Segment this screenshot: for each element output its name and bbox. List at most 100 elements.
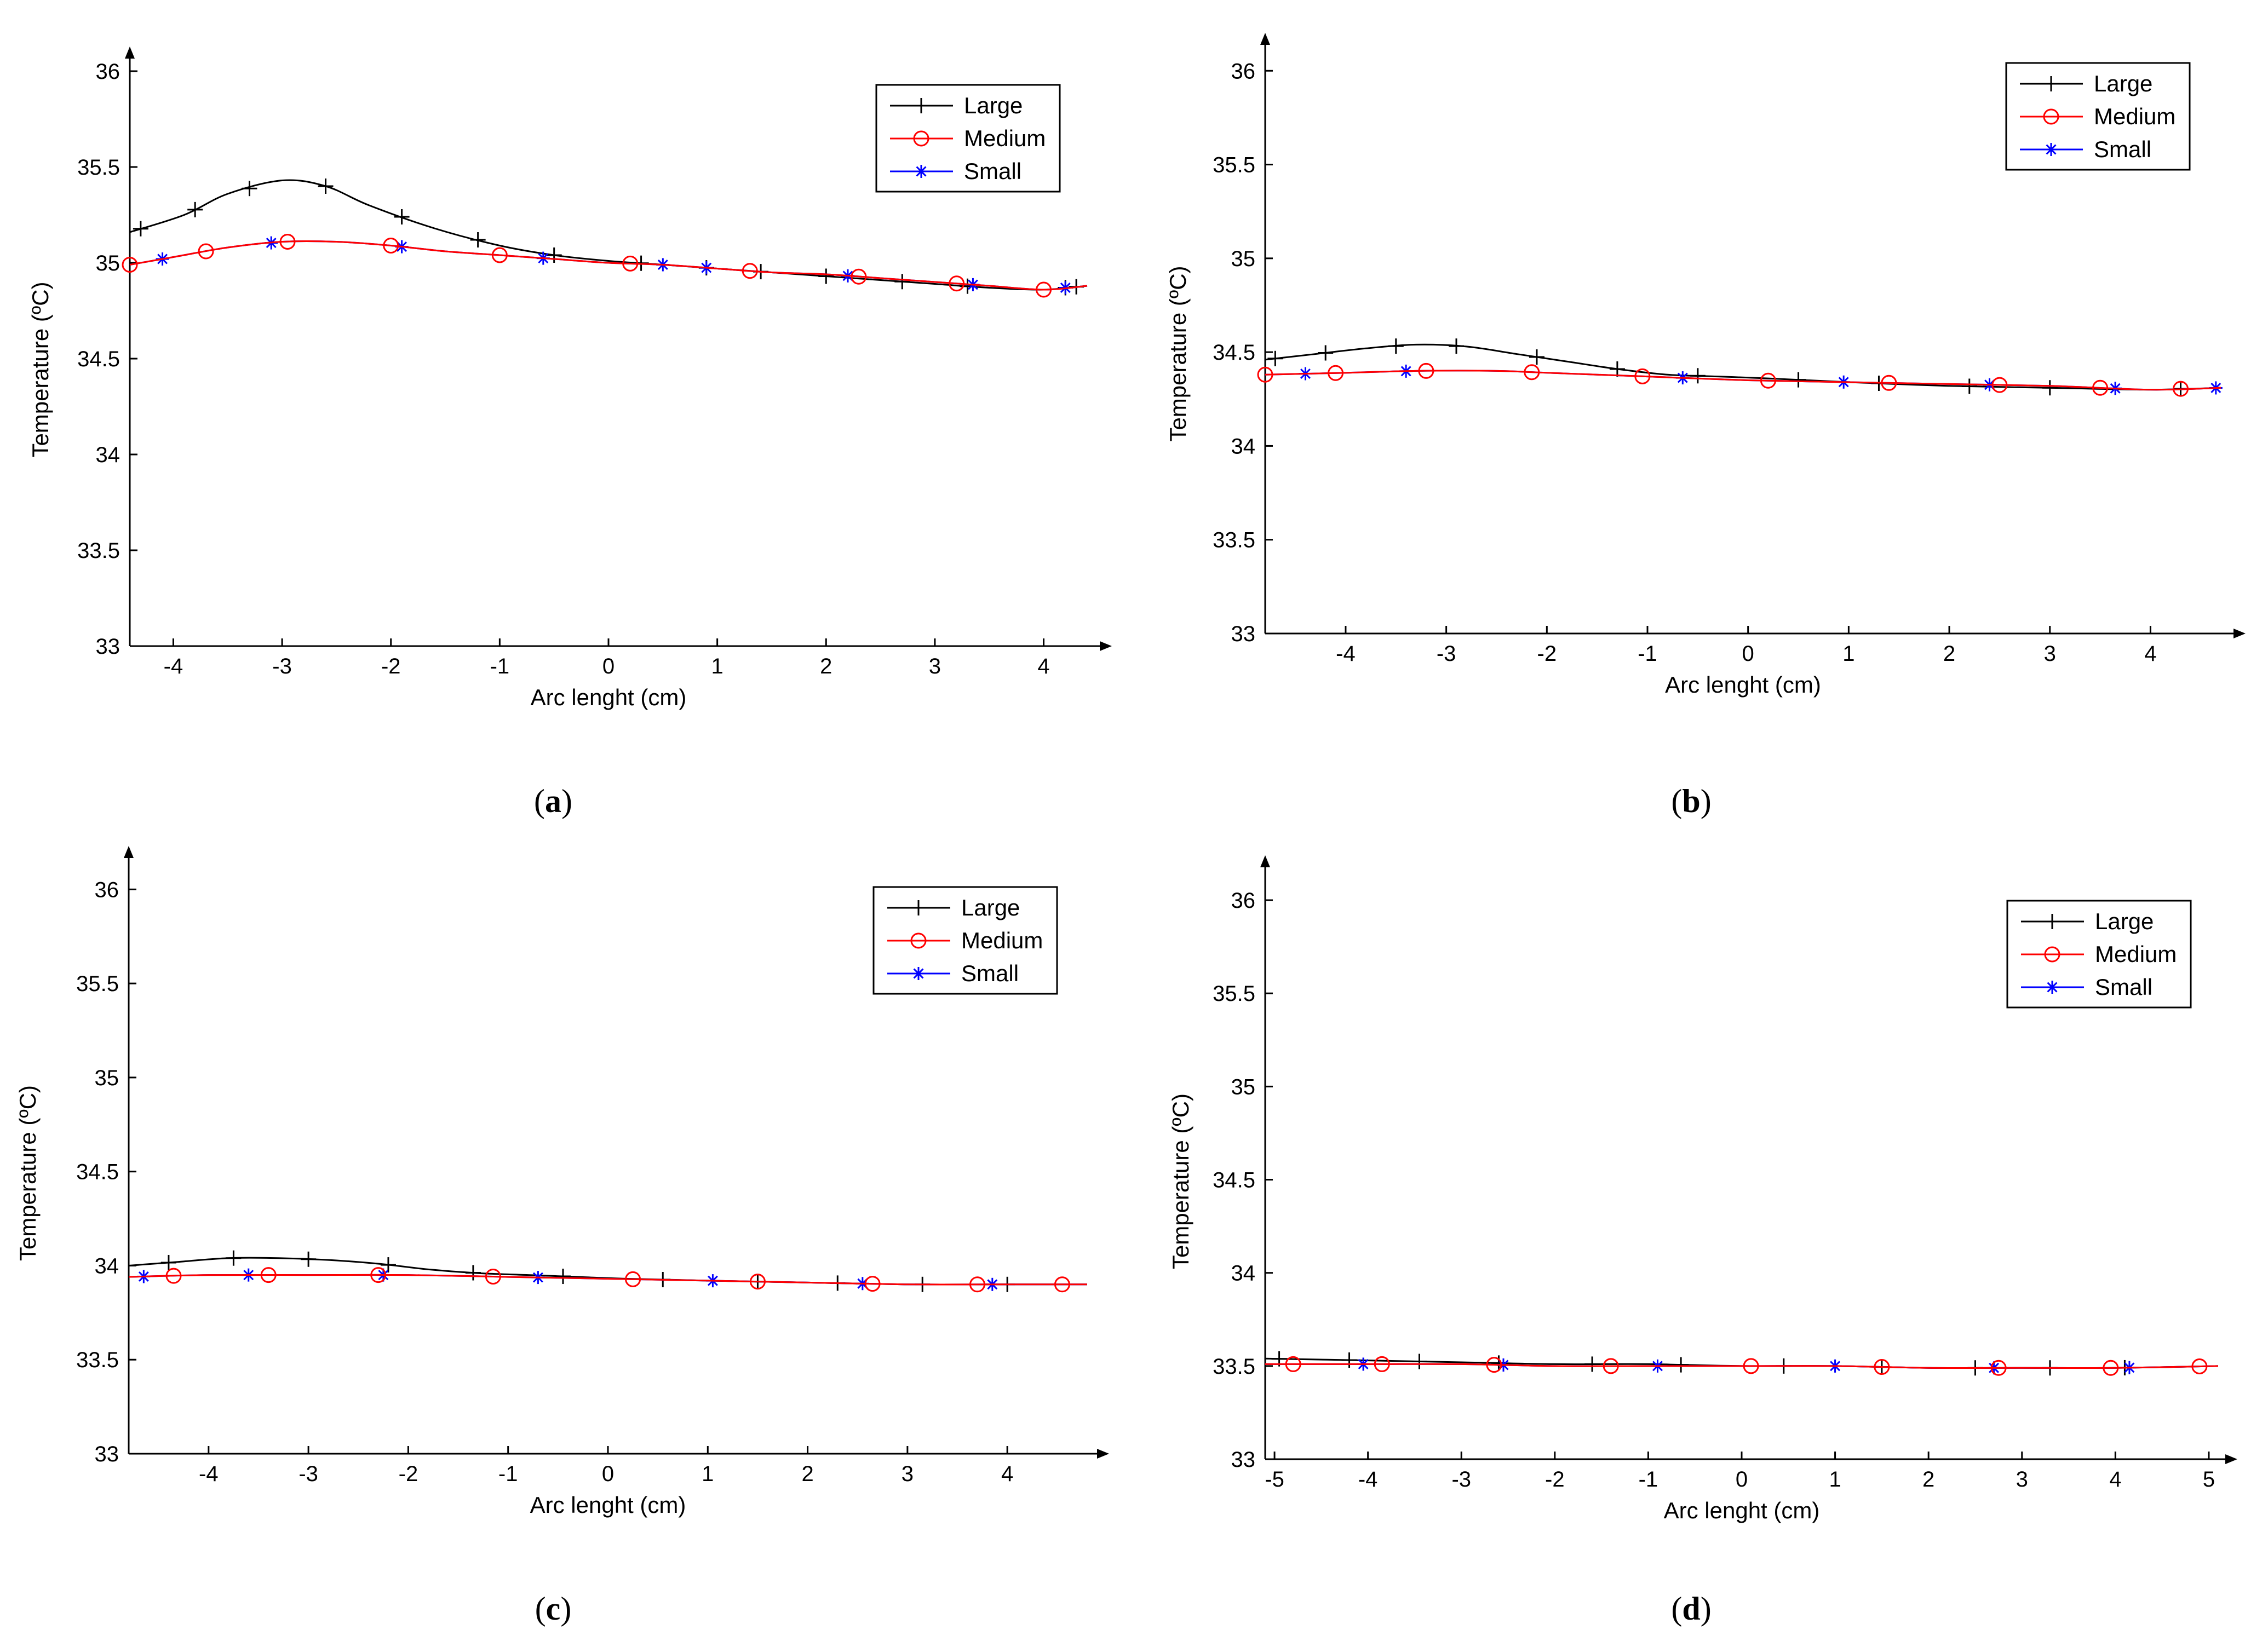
series-line-medium: [1265, 370, 2221, 391]
y-tick-label: 35: [1231, 1075, 1256, 1099]
legend-label-medium: Medium: [964, 125, 1046, 151]
series-line-medium: [1265, 1363, 2219, 1369]
legend-label-large: Large: [2094, 71, 2152, 96]
y-tick-label: 33.5: [77, 539, 120, 563]
legend-label-small: Small: [964, 158, 1021, 184]
marker-circle: [279, 234, 296, 250]
y-tick-label: 35.5: [1213, 982, 1255, 1006]
y-tick-label: 35: [96, 251, 120, 275]
y-tick-label: 36: [1231, 59, 1256, 83]
x-tick-label: 2: [820, 654, 832, 678]
x-axis-label: Arc lenght (cm): [531, 684, 687, 710]
marker-circle: [2103, 1360, 2119, 1376]
x-tick-label: -3: [272, 654, 292, 678]
marker-circle: [2044, 946, 2060, 963]
x-tick-label: -3: [1451, 1467, 1471, 1491]
y-axis-label: Temperature (ºC): [27, 281, 53, 457]
x-tick-label: -1: [498, 1462, 518, 1486]
x-tick-label: -1: [1638, 642, 1657, 666]
marker-circle: [622, 255, 639, 272]
x-tick-label: -4: [199, 1462, 219, 1486]
y-tick-label: 33: [1231, 622, 1256, 646]
x-tick-label: 2: [1943, 642, 1955, 666]
y-tick-label: 34: [95, 1254, 119, 1278]
marker-circle: [122, 257, 138, 273]
x-axis-label: Arc lenght (cm): [1664, 1498, 1820, 1523]
y-tick-label: 33: [95, 1442, 119, 1466]
x-axis-arrow: [1097, 1449, 1109, 1459]
legend-label-medium: Medium: [961, 928, 1043, 953]
x-axis-arrow: [2233, 629, 2246, 638]
marker-circle: [1874, 1359, 1890, 1375]
x-tick-label: 3: [2044, 642, 2056, 666]
x-tick-label: 5: [2203, 1467, 2215, 1491]
x-tick-label: -4: [1336, 642, 1356, 666]
marker-circle: [2191, 1358, 2208, 1374]
x-tick-label: 3: [2016, 1467, 2028, 1491]
marker-circle: [1418, 362, 1434, 379]
marker-circle: [2092, 379, 2109, 396]
marker-circle: [370, 1267, 387, 1283]
panel-caption: (a): [534, 783, 572, 819]
marker-circle: [1743, 1358, 1759, 1374]
y-axis-arrow: [125, 47, 135, 59]
x-tick-label: 1: [1829, 1467, 1841, 1491]
x-tick-label: 0: [602, 654, 615, 678]
y-tick-label: 35: [95, 1066, 119, 1090]
x-axis-label: Arc lenght (cm): [530, 1492, 686, 1518]
marker-circle: [491, 247, 508, 263]
x-tick-label: -1: [1639, 1467, 1658, 1491]
x-tick-label: 1: [702, 1462, 714, 1486]
marker-circle: [913, 130, 929, 147]
y-tick-label: 34: [96, 443, 120, 467]
marker-circle: [742, 263, 758, 279]
y-tick-label: 36: [1231, 889, 1256, 913]
marker-circle: [1328, 365, 1344, 381]
x-tick-label: -4: [164, 654, 183, 678]
panel-caption: (b): [1671, 783, 1711, 819]
x-tick-label: 0: [1736, 1467, 1748, 1491]
marker-circle: [1760, 372, 1776, 389]
x-tick-label: -3: [1437, 642, 1456, 666]
x-tick-label: 1: [711, 654, 724, 678]
marker-circle: [1285, 1356, 1301, 1372]
series-line-medium: [129, 240, 1088, 291]
y-tick-label: 34: [1231, 1262, 1256, 1286]
panel-caption: (d): [1671, 1591, 1711, 1627]
marker-circle: [910, 932, 927, 949]
x-tick-label: -2: [1537, 642, 1557, 666]
marker-star: [2047, 982, 2058, 993]
x-tick-label: -4: [1358, 1467, 1378, 1491]
y-tick-label: 33.5: [1213, 1355, 1255, 1379]
marker-circle: [485, 1269, 501, 1285]
y-axis-arrow: [124, 846, 134, 858]
y-tick-label: 36: [95, 878, 119, 902]
series-line-large: [129, 179, 1088, 291]
marker-circle: [1036, 281, 1052, 298]
legend-label-medium: Medium: [2095, 941, 2177, 967]
legend-label-large: Large: [964, 93, 1023, 118]
x-tick-label: 2: [1922, 1467, 1934, 1491]
x-tick-label: -3: [298, 1462, 318, 1486]
marker-circle: [1524, 364, 1540, 381]
y-tick-label: 33.5: [76, 1348, 119, 1372]
y-axis-arrow: [1260, 33, 1270, 45]
x-tick-label: -1: [490, 654, 510, 678]
x-tick-label: 4: [2109, 1467, 2121, 1491]
marker-circle: [1990, 1360, 2007, 1376]
marker-star: [913, 968, 924, 979]
series-line-medium: [128, 1274, 1087, 1286]
chart-panel-d: -5 -4 -3 -2 -1 0 1 2 3 4 53333.53434.53535.536Arc …: [1168, 855, 2237, 1627]
legend-label-large: Large: [961, 895, 1020, 920]
legend-label-small: Small: [2095, 974, 2152, 1000]
x-tick-label: -2: [1545, 1467, 1565, 1491]
marker-circle: [165, 1268, 182, 1284]
y-tick-label: 34.5: [77, 347, 120, 371]
y-axis-label: Temperature (ºC): [1165, 266, 1191, 441]
y-tick-label: 34.5: [76, 1160, 119, 1184]
y-tick-label: 34.5: [1213, 341, 1255, 365]
x-tick-label: 3: [902, 1462, 914, 1486]
